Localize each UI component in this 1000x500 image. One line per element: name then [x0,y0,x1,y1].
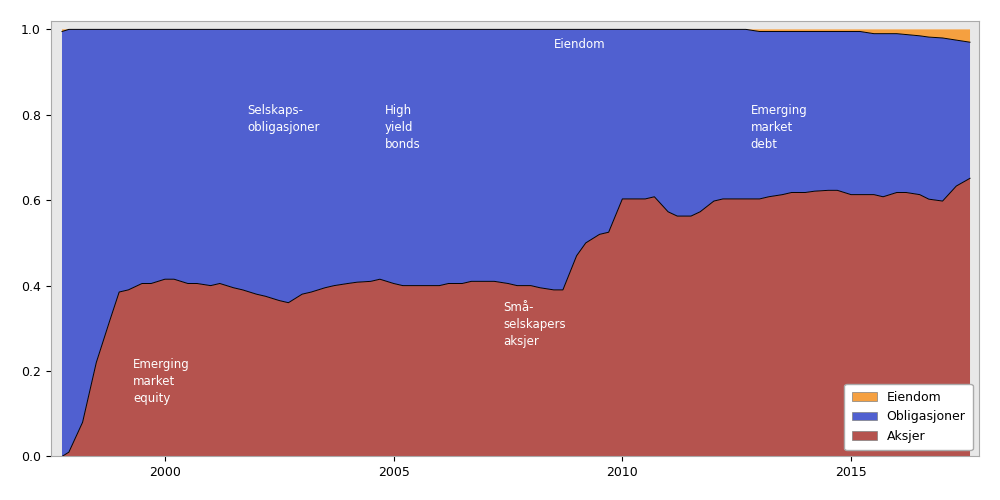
Text: Selskaps-
obligasjoner: Selskaps- obligasjoner [247,104,320,134]
Text: Emerging
market
equity: Emerging market equity [133,358,190,405]
Text: Små-
selskapers
aksjer: Små- selskapers aksjer [503,300,566,348]
Text: High
yield
bonds: High yield bonds [384,104,420,151]
Legend: Eiendom, Obligasjoner, Aksjer: Eiendom, Obligasjoner, Aksjer [844,384,973,450]
Text: Emerging
market
debt: Emerging market debt [750,104,807,151]
Text: Eiendom: Eiendom [554,38,605,51]
